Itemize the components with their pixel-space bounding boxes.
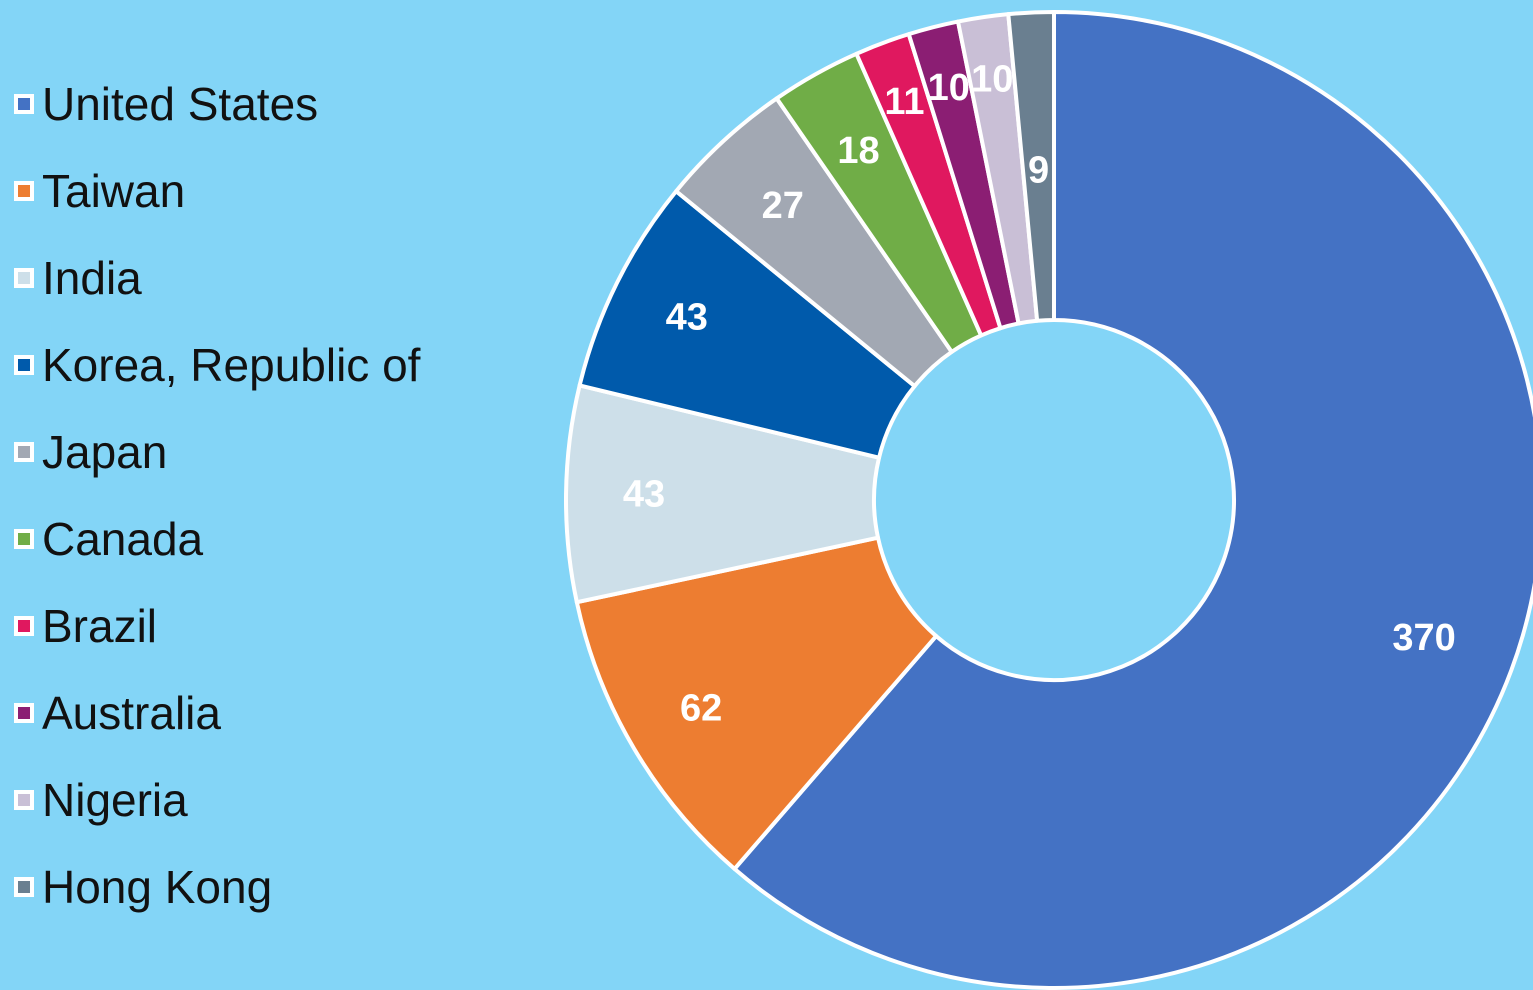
data-label-taiwan: 62 — [680, 688, 722, 730]
legend-item-japan: Japan — [14, 422, 167, 482]
legend-label: India — [42, 252, 142, 304]
legend-item-australia: Australia — [14, 683, 221, 743]
data-label-hong-kong: 9 — [1028, 149, 1049, 191]
legend-label: Korea, Republic of — [42, 339, 421, 391]
data-label-brazil: 11 — [884, 81, 924, 123]
legend-swatch — [14, 94, 34, 114]
legend-swatch — [14, 877, 34, 897]
legend-swatch — [14, 790, 34, 810]
legend-label: Canada — [42, 513, 204, 565]
slice-united-states — [732, 10, 1533, 990]
legend-label: Japan — [42, 426, 168, 478]
legend-label: Nigeria — [42, 774, 188, 826]
legend-label: Brazil — [42, 600, 158, 652]
legend-swatch — [14, 529, 34, 549]
legend-item-hong-kong: Hong Kong — [14, 857, 272, 917]
data-label-canada: 18 — [837, 130, 879, 172]
legend-item-nigeria: Nigeria — [14, 770, 188, 830]
data-label-korea-republic-of: 43 — [666, 297, 708, 339]
data-label-india: 43 — [623, 474, 665, 516]
slice-taiwan — [574, 535, 939, 871]
data-label-australia: 10 — [928, 67, 970, 109]
legend-swatch — [14, 703, 34, 723]
slice-hong-kong — [1006, 10, 1056, 323]
legend-swatch — [14, 181, 34, 201]
legend-label: Hong Kong — [42, 861, 273, 913]
data-label-japan: 27 — [762, 185, 804, 227]
legend-item-united-states: United States — [14, 74, 318, 134]
legend-swatch — [14, 616, 34, 636]
chart-legend: United States Taiwan India Korea, Republic … — [0, 0, 520, 990]
legend-label: Taiwan — [42, 165, 186, 217]
legend-label: Australia — [42, 687, 221, 739]
legend-item-brazil: Brazil — [14, 596, 157, 656]
data-label-united-states: 370 — [1392, 617, 1455, 659]
legend-swatch — [14, 268, 34, 288]
legend-item-taiwan: Taiwan — [14, 161, 185, 221]
data-label-nigeria: 10 — [971, 59, 1013, 101]
legend-swatch — [14, 442, 34, 462]
legend-label: United States — [42, 78, 319, 130]
legend-swatch — [14, 355, 34, 375]
legend-item-india: India — [14, 248, 142, 308]
legend-item-canada: Canada — [14, 509, 203, 569]
legend-item-korea-republic-of: Korea, Republic of — [14, 335, 420, 395]
